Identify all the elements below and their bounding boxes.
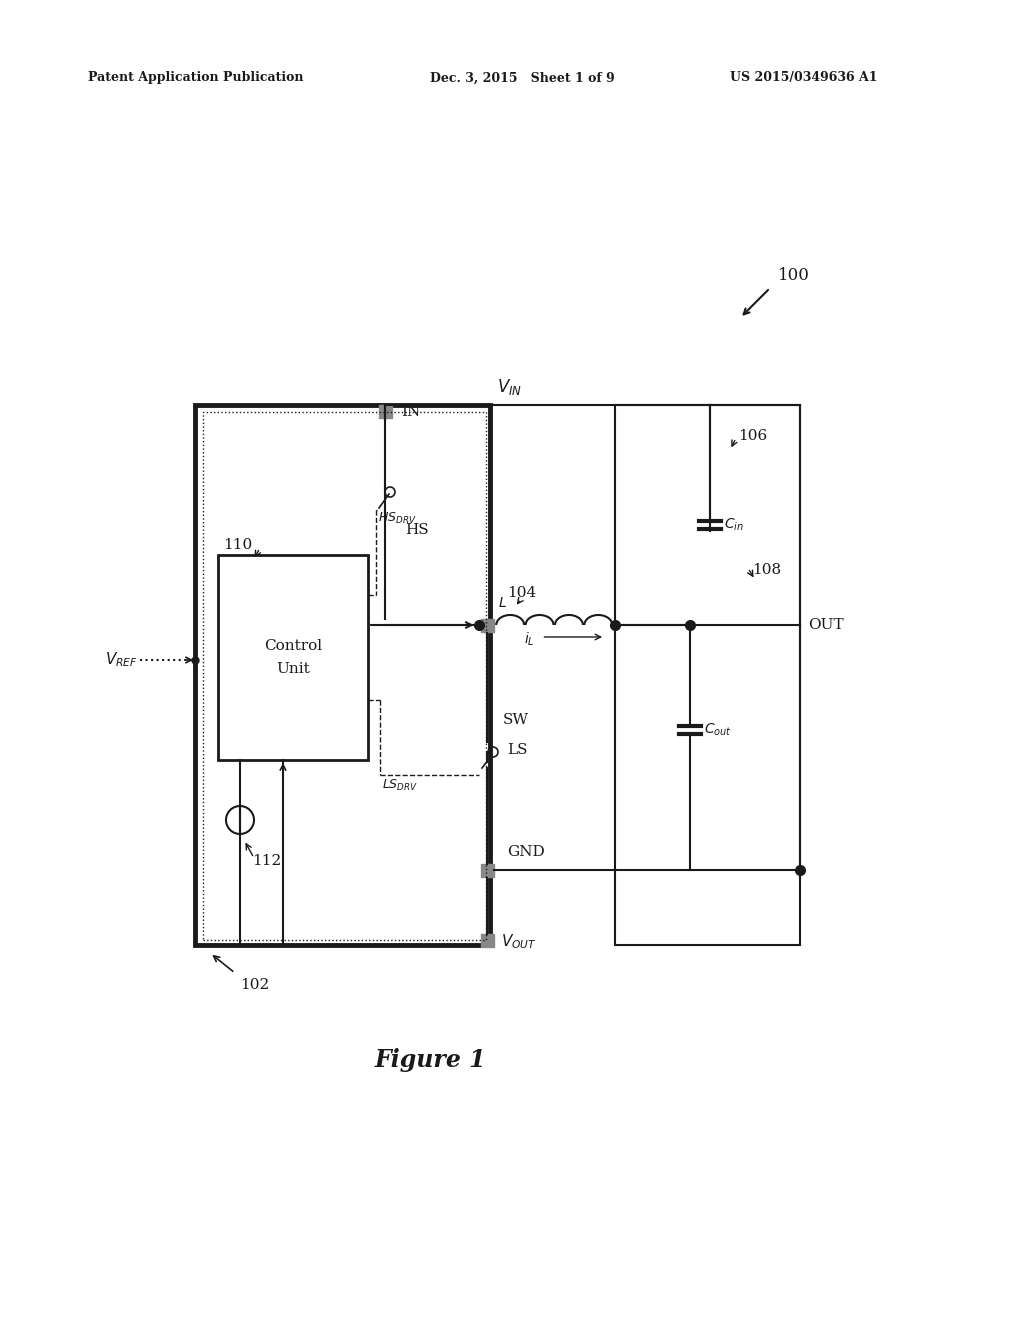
Text: $HS_{DRV}$: $HS_{DRV}$ — [378, 511, 417, 525]
Text: $i_L$: $i_L$ — [523, 630, 535, 648]
Text: $C_{in}$: $C_{in}$ — [724, 517, 743, 533]
Text: 100: 100 — [778, 267, 810, 284]
Text: OUT: OUT — [808, 618, 844, 632]
Bar — [480, 619, 494, 631]
Text: Control
Unit: Control Unit — [264, 639, 323, 676]
Bar — [480, 863, 494, 876]
Bar — [203, 412, 486, 940]
Text: 112: 112 — [252, 854, 282, 869]
Text: Figure 1: Figure 1 — [374, 1048, 485, 1072]
Text: 102: 102 — [240, 978, 269, 993]
Text: $V_{IN}$: $V_{IN}$ — [498, 378, 522, 397]
Text: Dec. 3, 2015   Sheet 1 of 9: Dec. 3, 2015 Sheet 1 of 9 — [430, 71, 614, 84]
Text: 110: 110 — [223, 539, 252, 552]
Text: $LS_{DRV}$: $LS_{DRV}$ — [382, 777, 418, 792]
Text: US 2015/0349636 A1: US 2015/0349636 A1 — [730, 71, 878, 84]
Text: $V_{REF}$: $V_{REF}$ — [105, 651, 138, 669]
Text: Patent Application Publication: Patent Application Publication — [88, 71, 303, 84]
Text: 106: 106 — [738, 429, 767, 444]
Text: 104: 104 — [507, 586, 537, 601]
Text: IN: IN — [401, 404, 420, 418]
Bar — [195, 405, 490, 945]
Bar — [218, 554, 368, 760]
Bar — [480, 933, 494, 946]
Text: HS: HS — [406, 523, 429, 537]
Text: $C_{out}$: $C_{out}$ — [705, 722, 732, 738]
Text: $L$: $L$ — [498, 597, 507, 610]
Text: GND: GND — [507, 845, 545, 859]
Text: $V_{OUT}$: $V_{OUT}$ — [501, 933, 537, 952]
Bar — [615, 405, 800, 945]
Text: SW: SW — [503, 713, 529, 727]
Bar — [379, 405, 391, 418]
Text: 108: 108 — [752, 564, 781, 577]
Text: LS: LS — [507, 743, 527, 756]
